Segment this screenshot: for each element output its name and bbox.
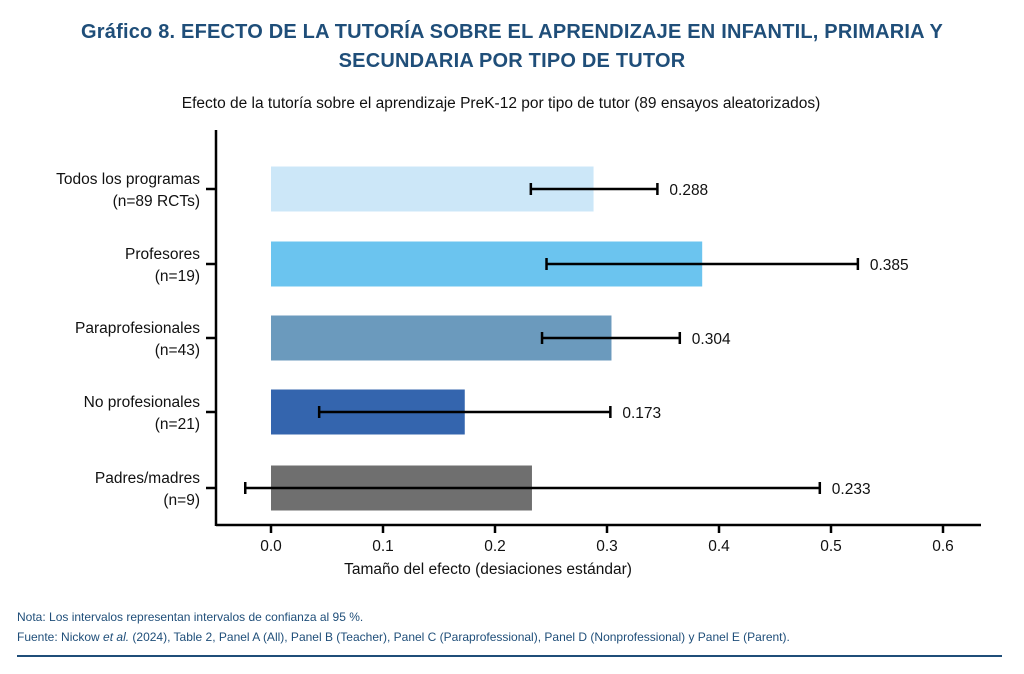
value-label: 0.173 xyxy=(622,405,661,422)
category-label: Profesores xyxy=(125,246,200,263)
category-label: Todos los programas xyxy=(56,171,200,188)
category-sublabel: (n=43) xyxy=(155,342,200,359)
footer-divider xyxy=(17,655,1002,657)
x-tick-label: 0.3 xyxy=(596,538,618,555)
x-axis-title: Tamaño del efecto (desiaciones estándar) xyxy=(344,561,632,578)
title-line-1: Gráfico 8. EFECTO DE LA TUTORÍA SOBRE EL… xyxy=(81,21,943,43)
value-label: 0.288 xyxy=(669,182,708,199)
category-sublabel: (n=89 RCTs) xyxy=(113,193,200,210)
x-tick-label: 0.0 xyxy=(260,538,282,555)
source-prefix: Fuente: Nickow xyxy=(17,630,104,644)
chart-header-title: Gráfico 8. EFECTO DE LA TUTORÍA SOBRE EL… xyxy=(0,18,1024,76)
bar-chart: 0.288 Todos los programas (n=89 RCTs) 0.385… xyxy=(56,130,981,578)
category-label: Padres/madres xyxy=(95,470,200,487)
x-tick-label: 0.1 xyxy=(372,538,394,555)
category-label: No profesionales xyxy=(84,394,201,411)
value-label: 0.233 xyxy=(832,481,871,498)
x-tick-label: 0.6 xyxy=(932,538,954,555)
source-suffix: (2024), Table 2, Panel A (All), Panel B … xyxy=(129,630,790,644)
value-label: 0.385 xyxy=(870,257,909,274)
error-bars-layer xyxy=(243,183,860,494)
x-tick-label: 0.2 xyxy=(484,538,506,555)
value-label: 0.304 xyxy=(692,331,731,348)
x-tick-label: 0.4 xyxy=(708,538,730,555)
category-label: Paraprofesionales xyxy=(75,320,200,337)
category-sublabel: (n=19) xyxy=(155,268,200,285)
chart-title: Efecto de la tutoría sobre el aprendizaj… xyxy=(181,95,821,112)
footnote-note: Nota: Los intervalos representan interva… xyxy=(17,610,364,624)
category-sublabel: (n=9) xyxy=(163,492,200,509)
source-italic: et al. xyxy=(103,630,130,644)
labels-layer: 0.288 Todos los programas (n=89 RCTs) 0.385… xyxy=(56,171,954,555)
title-line-2: SECUNDARIA POR TIPO DE TUTOR xyxy=(338,50,686,72)
footnote-source: Fuente: Nickow et al. (2024), Table 2, P… xyxy=(17,630,790,644)
category-sublabel: (n=21) xyxy=(155,416,200,433)
x-tick-label: 0.5 xyxy=(820,538,842,555)
axes-layer xyxy=(206,130,981,533)
